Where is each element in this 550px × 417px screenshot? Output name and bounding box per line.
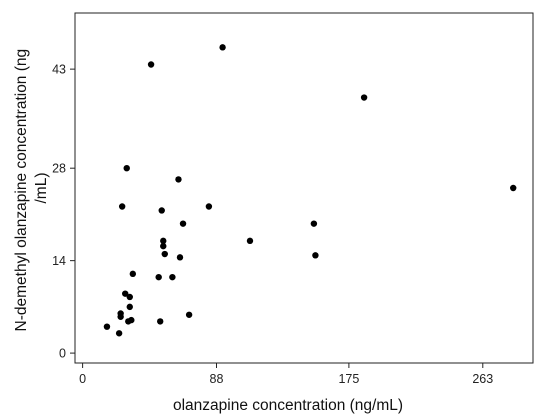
data-point — [312, 252, 319, 259]
data-point — [158, 207, 165, 214]
data-point — [205, 203, 213, 210]
y-tick-label: 28 — [52, 162, 66, 176]
data-point — [175, 176, 182, 183]
data-point — [128, 316, 135, 324]
data-point — [129, 270, 137, 278]
data-point — [103, 323, 111, 330]
data-points — [103, 44, 517, 337]
data-point — [219, 44, 226, 51]
y-tick-label: 0 — [59, 347, 66, 361]
x-tick-label: 175 — [338, 372, 359, 386]
y-tick-label: 43 — [52, 63, 66, 77]
x-tick-label: 88 — [210, 372, 224, 386]
data-point — [157, 318, 164, 325]
data-point — [122, 290, 129, 297]
data-point — [161, 250, 168, 258]
data-point — [169, 273, 176, 281]
data-point — [115, 330, 123, 337]
data-point — [160, 242, 167, 250]
data-point — [246, 237, 254, 245]
data-point — [360, 94, 368, 101]
data-point — [126, 303, 133, 311]
x-axis-title: olanzapine concentration (ng/mL) — [173, 397, 403, 414]
data-point — [126, 293, 133, 301]
data-point — [176, 254, 184, 261]
y-axis-ticks: 0 14 28 43 — [52, 63, 75, 361]
x-tick-label: 263 — [472, 372, 493, 386]
data-point — [510, 184, 517, 192]
data-point — [179, 220, 187, 227]
y-axis-title-line-1: N-demethyl olanzapine concentration (ng — [13, 49, 30, 332]
y-axis-title: N-demethyl olanzapine concentration (ng … — [13, 45, 50, 332]
data-point — [155, 273, 162, 281]
data-point — [123, 164, 130, 172]
data-point — [310, 220, 318, 227]
y-tick-label: 14 — [52, 254, 66, 268]
data-point — [118, 203, 126, 210]
plot-area — [74, 12, 534, 364]
data-point — [160, 237, 167, 245]
data-point — [117, 310, 124, 317]
x-axis-ticks: 0 88 175 263 — [79, 363, 493, 386]
y-axis-title-line-2: /mL) — [33, 173, 50, 204]
data-point — [147, 61, 155, 68]
x-tick-label: 0 — [79, 372, 86, 386]
data-point — [185, 311, 193, 318]
